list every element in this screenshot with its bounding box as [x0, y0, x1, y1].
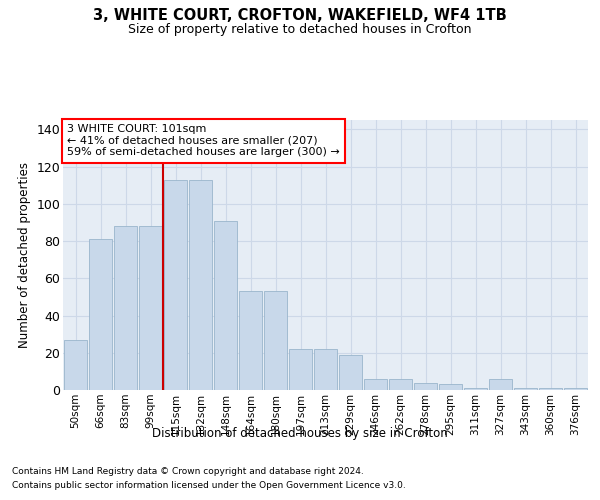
Bar	[314, 349, 337, 390]
Bar	[164, 180, 187, 390]
Bar	[514, 388, 537, 390]
Bar	[64, 340, 87, 390]
Bar	[489, 379, 512, 390]
Bar	[89, 239, 112, 390]
Text: 3, WHITE COURT, CROFTON, WAKEFIELD, WF4 1TB: 3, WHITE COURT, CROFTON, WAKEFIELD, WF4 …	[93, 8, 507, 22]
Bar	[339, 354, 362, 390]
Bar	[539, 388, 562, 390]
Bar	[564, 388, 587, 390]
Bar	[414, 382, 437, 390]
Bar	[439, 384, 462, 390]
Text: 3 WHITE COURT: 101sqm
← 41% of detached houses are smaller (207)
59% of semi-det: 3 WHITE COURT: 101sqm ← 41% of detached …	[67, 124, 340, 158]
Bar	[264, 292, 287, 390]
Bar	[189, 180, 212, 390]
Text: Contains HM Land Registry data © Crown copyright and database right 2024.: Contains HM Land Registry data © Crown c…	[12, 468, 364, 476]
Bar	[464, 388, 487, 390]
Y-axis label: Number of detached properties: Number of detached properties	[18, 162, 31, 348]
Text: Size of property relative to detached houses in Crofton: Size of property relative to detached ho…	[128, 22, 472, 36]
Text: Contains public sector information licensed under the Open Government Licence v3: Contains public sector information licen…	[12, 481, 406, 490]
Bar	[114, 226, 137, 390]
Bar	[289, 349, 312, 390]
Bar	[364, 379, 387, 390]
Bar	[214, 220, 237, 390]
Bar	[239, 292, 262, 390]
Bar	[139, 226, 162, 390]
Text: Distribution of detached houses by size in Crofton: Distribution of detached houses by size …	[152, 428, 448, 440]
Bar	[389, 379, 412, 390]
